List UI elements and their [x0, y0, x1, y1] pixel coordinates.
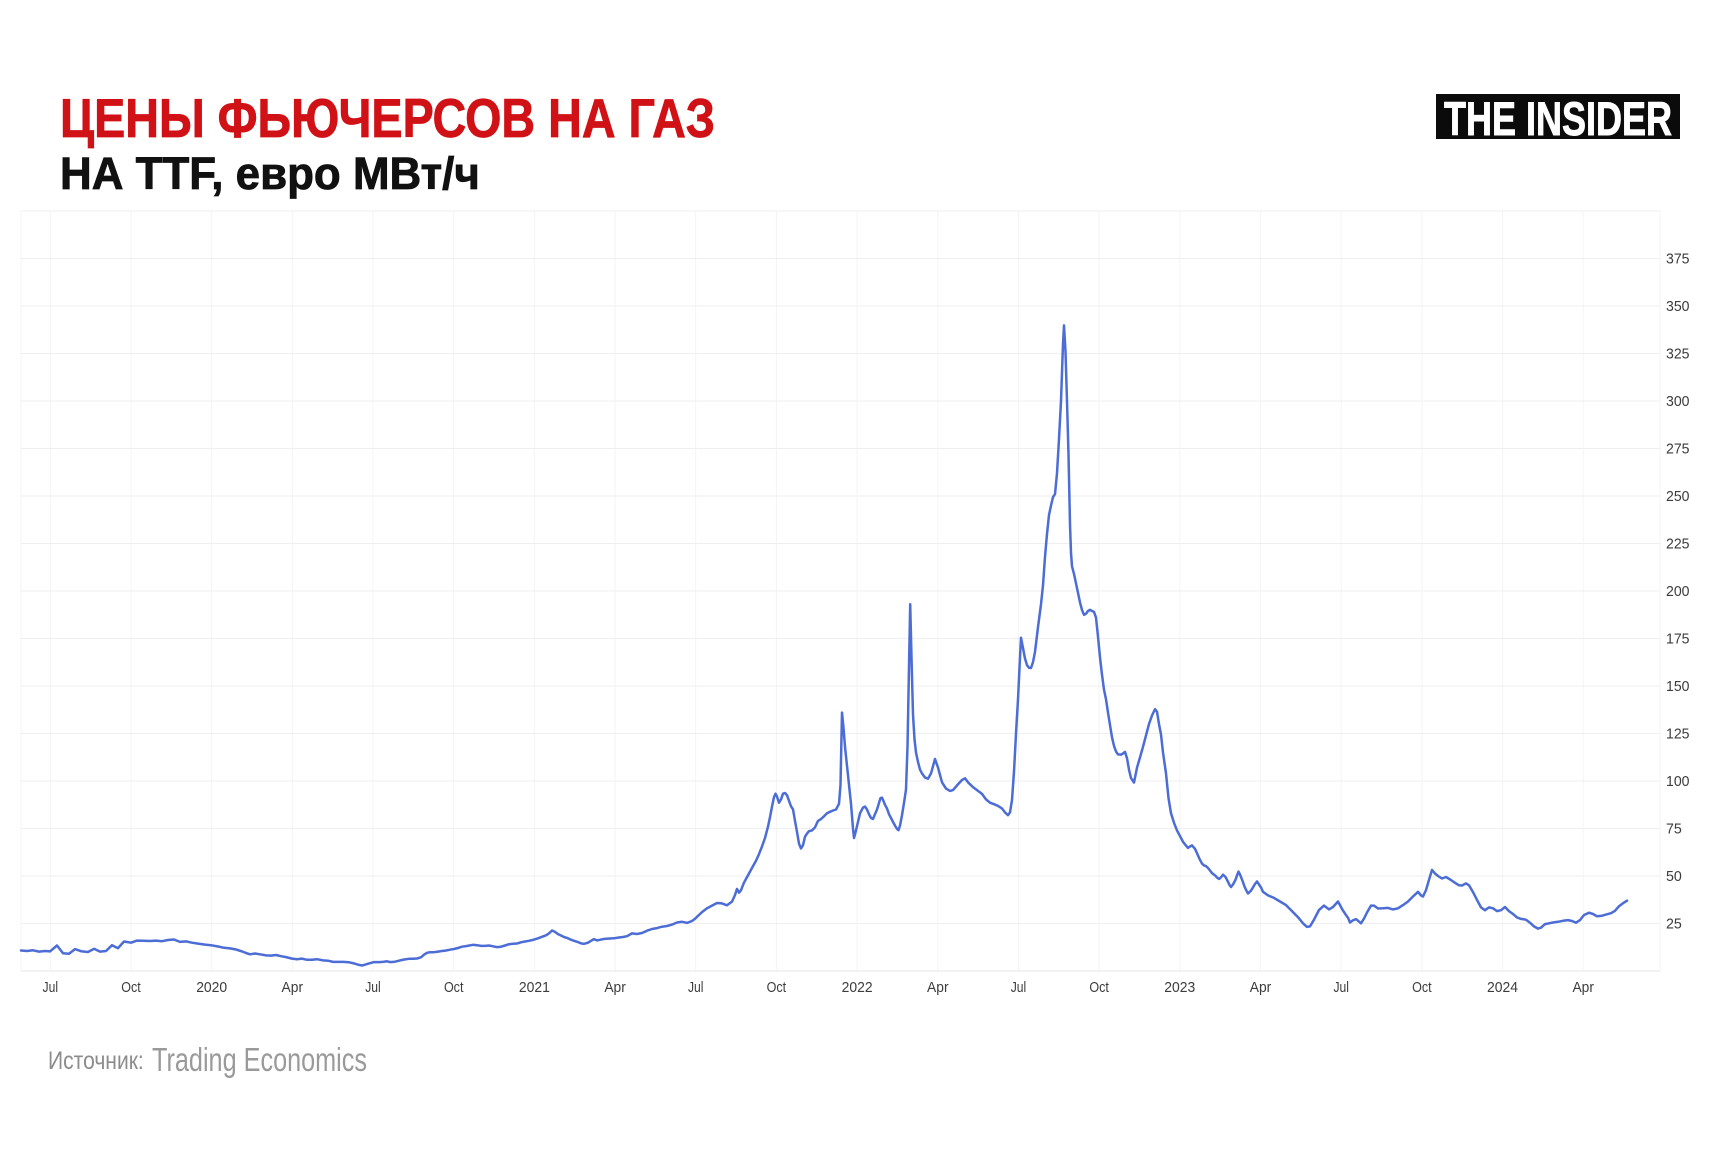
- svg-text:325: 325: [1666, 346, 1690, 363]
- svg-text:Jul: Jul: [1333, 979, 1349, 996]
- svg-text:350: 350: [1666, 298, 1690, 315]
- svg-text:200: 200: [1666, 583, 1690, 600]
- svg-text:50: 50: [1666, 868, 1682, 885]
- svg-text:250: 250: [1666, 488, 1690, 505]
- svg-text:2021: 2021: [519, 979, 550, 996]
- svg-text:Jul: Jul: [43, 979, 59, 996]
- svg-text:Oct: Oct: [121, 979, 141, 996]
- svg-text:Apr: Apr: [927, 979, 949, 996]
- svg-text:Oct: Oct: [444, 979, 464, 996]
- svg-text:Jul: Jul: [1011, 979, 1027, 996]
- svg-text:2020: 2020: [196, 979, 227, 996]
- svg-text:Oct: Oct: [1412, 979, 1432, 996]
- svg-text:100: 100: [1666, 773, 1690, 790]
- svg-text:300: 300: [1666, 393, 1690, 410]
- svg-text:Apr: Apr: [1250, 979, 1272, 996]
- svg-text:Jul: Jul: [365, 979, 381, 996]
- svg-text:Apr: Apr: [604, 979, 626, 996]
- svg-text:175: 175: [1666, 631, 1690, 648]
- svg-text:Apr: Apr: [1572, 979, 1594, 996]
- svg-text:275: 275: [1666, 441, 1690, 458]
- svg-text:375: 375: [1666, 251, 1690, 268]
- svg-text:2023: 2023: [1164, 979, 1195, 996]
- svg-text:125: 125: [1666, 726, 1690, 743]
- svg-text:25: 25: [1666, 916, 1682, 933]
- svg-text:Oct: Oct: [1089, 979, 1109, 996]
- svg-text:225: 225: [1666, 536, 1690, 553]
- svg-text:Oct: Oct: [767, 979, 787, 996]
- svg-text:75: 75: [1666, 821, 1682, 838]
- svg-text:2024: 2024: [1487, 979, 1518, 996]
- svg-text:Apr: Apr: [282, 979, 304, 996]
- svg-text:Jul: Jul: [688, 979, 704, 996]
- svg-text:150: 150: [1666, 678, 1690, 695]
- svg-text:2022: 2022: [842, 979, 873, 996]
